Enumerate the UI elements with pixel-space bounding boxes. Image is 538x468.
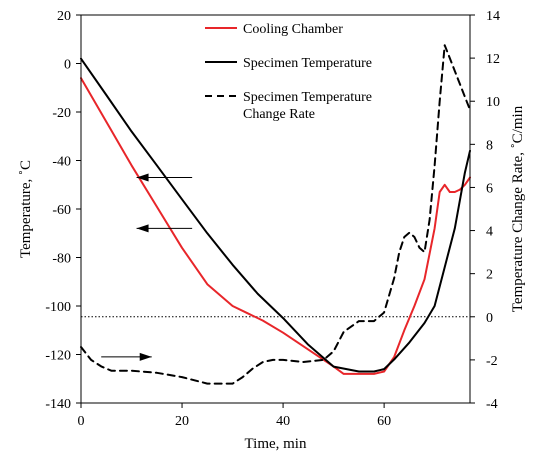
y-left-tick-label: -140 (45, 397, 71, 412)
y-left-tick-label: 20 (57, 9, 71, 24)
annotation-arrow-head (139, 352, 152, 361)
annotation-arrow-head (136, 173, 149, 182)
legend-item-cooling-chamber-label: Cooling Chamber (243, 22, 343, 37)
y-left-tick-label: -100 (45, 300, 71, 315)
x-tick-label: 0 (78, 414, 85, 429)
axes-layer: 0 20 40 60-140-120-100-80-60-40-20020-4-202… (45, 9, 500, 429)
series-line-specimen-change-rate (80, 44, 471, 385)
x-tick-label: 40 (276, 414, 290, 429)
y-left-tick-label: -120 (45, 349, 71, 364)
y-left-tick-label: 0 (64, 58, 71, 73)
series-line-cooling-chamber (80, 77, 471, 375)
y-axis-right-title: Temperature Change Rate, ˚C/min (510, 105, 526, 312)
y-axis-left-title: Temperature, ˚C (18, 160, 34, 258)
x-axis-title: Time, min (245, 436, 307, 452)
y-left-tick-label: -20 (52, 106, 71, 121)
y-right-tick-label: 0 (486, 311, 493, 326)
series-layer (80, 44, 471, 385)
y-left-tick-label: -40 (52, 155, 71, 170)
y-right-tick-label: 12 (486, 52, 500, 67)
series-line-specimen-temperature (80, 57, 471, 373)
x-tick-label: 20 (175, 414, 189, 429)
legend: Cooling Chamber Specimen Temperature Speci… (205, 22, 372, 122)
y-right-tick-label: -2 (486, 354, 498, 369)
legend-item-specimen-temperature-label: Specimen Temperature (243, 56, 372, 71)
legend-item-specimen-change-rate-label: Specimen Temperature Change Rate (243, 90, 372, 122)
y-left-tick-label: -60 (52, 203, 71, 218)
annotation-arrows (101, 173, 193, 361)
plot-frame (80, 14, 471, 404)
y-left-tick-label: -80 (52, 252, 71, 267)
y-right-tick-label: 8 (486, 138, 493, 153)
y-right-tick-label: 14 (486, 9, 500, 24)
y-right-tick-label: 10 (486, 95, 500, 110)
y-right-tick-label: 6 (486, 181, 493, 196)
y-right-tick-label: 4 (486, 225, 493, 240)
y-right-tick-label: 2 (486, 268, 493, 283)
x-tick-label: 60 (377, 414, 391, 429)
y-right-tick-label: -4 (486, 397, 498, 412)
annotation-arrow-head (136, 224, 149, 233)
